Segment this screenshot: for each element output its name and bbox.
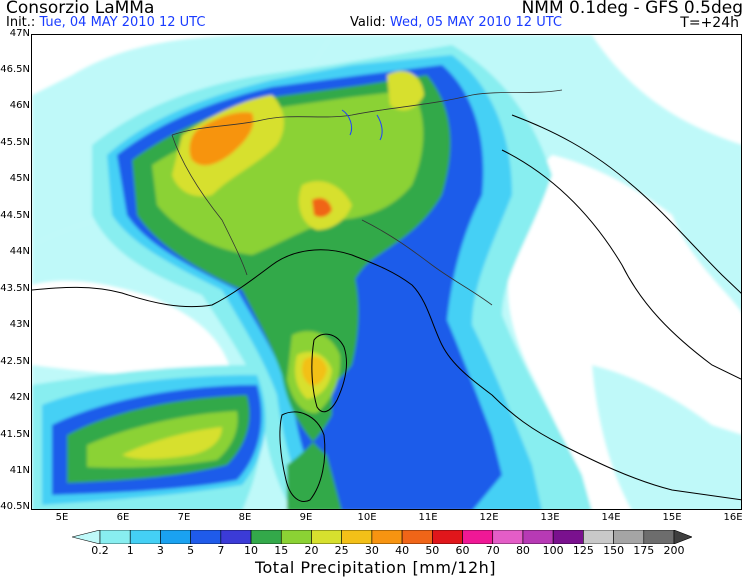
init-value: Tue, 04 MAY 2010 12 UTC: [39, 15, 206, 30]
colorbar-title: Total Precipitation [mm/12h]: [254, 558, 497, 577]
lat-label-44n: 44N: [9, 246, 30, 257]
colorbar-tick-label: 150: [603, 544, 625, 557]
lon-label-12e: 12E: [479, 512, 499, 523]
colorbar-tick-label: 60: [455, 544, 470, 557]
colorbar-swatch: [72, 530, 101, 544]
lat-label-44.5n: 44.5N: [0, 210, 30, 221]
colorbar-tick-label: 10: [244, 544, 259, 557]
colorbar-swatch: [432, 530, 463, 544]
lat-label-45.5n: 45.5N: [0, 137, 30, 148]
colorbar-swatch: [552, 530, 584, 544]
valid-value: Wed, 05 MAY 2010 12 UTC: [389, 15, 562, 30]
lon-label-13e: 13E: [540, 512, 560, 523]
colorbar-tick-label: 20: [304, 544, 319, 557]
colorbar-tick-label: 40: [395, 544, 410, 557]
colorbar-tick-label: 15: [274, 544, 289, 557]
colorbar-swatch: [371, 530, 403, 544]
colorbar-swatch: [160, 530, 191, 544]
lat-label-41.5n: 41.5N: [0, 429, 30, 440]
borders: [171, 89, 563, 306]
lat-label-42.5n: 42.5N: [0, 356, 30, 367]
colorbar-swatch: [643, 530, 675, 544]
lat-label-40.5n: 40.5N: [0, 501, 30, 512]
lon-label-5e: 5E: [55, 512, 69, 523]
precipitation-map: [31, 34, 742, 510]
lead-time: T=+24h: [680, 15, 739, 31]
colorbar-swatch: [583, 530, 614, 544]
colorbar-tick-label: 30: [364, 544, 379, 557]
coastlines: [32, 114, 741, 502]
colorbar-tick-label: 175: [633, 544, 655, 557]
colorbar-swatch: [341, 530, 373, 544]
colorbar-swatch: [311, 530, 342, 544]
colorbar-tick-label: 100: [542, 544, 564, 557]
lat-label-47n: 47N: [9, 28, 30, 39]
colorbar-swatch: [99, 530, 131, 544]
model-label: NMM 0.1deg - GFS 0.5deg: [521, 0, 743, 18]
valid-time: Valid: Wed, 05 MAY 2010 12 UTC: [350, 15, 562, 30]
colorbar-tick-label: 125: [572, 544, 594, 557]
lon-label-9e: 9E: [299, 512, 313, 523]
colorbar-swatch: [190, 530, 222, 544]
lon-label-7e: 7E: [177, 512, 191, 523]
colorbar-swatch: [462, 530, 494, 544]
colorbar-tick-label: 5: [187, 544, 195, 557]
lakes: [341, 109, 383, 141]
lon-label-10e: 10E: [357, 512, 377, 523]
colorbar-swatch: [250, 530, 282, 544]
lat-label-46.5n: 46.5N: [0, 64, 30, 75]
colorbar-tick-label: 0.2: [91, 544, 109, 557]
colorbar-swatch: [492, 530, 524, 544]
lon-label-16e: 16E: [723, 512, 743, 523]
colorbar-tick-label: 200: [663, 544, 685, 557]
colorbar-swatch: [280, 530, 312, 544]
lon-label-8e: 8E: [238, 512, 252, 523]
lon-label-6e: 6E: [116, 512, 130, 523]
colorbar-tick-label: 50: [425, 544, 440, 557]
colorbar-tick-label: 25: [334, 544, 349, 557]
colorbar-tick-label: 1: [126, 544, 134, 557]
lon-label-15e: 15E: [662, 512, 682, 523]
lat-label-41n: 41N: [9, 465, 30, 476]
lat-label-43.5n: 43.5N: [0, 283, 30, 294]
colorbar-tick-label: 3: [156, 544, 164, 557]
lat-label-46n: 46N: [9, 100, 30, 111]
colorbar-swatch: [522, 530, 554, 544]
colorbar-swatch: [401, 530, 433, 544]
lon-label-11e: 11E: [418, 512, 438, 523]
colorbar: [72, 530, 692, 544]
colorbar-swatch: [220, 530, 252, 544]
lat-label-42n: 42N: [9, 392, 30, 403]
colorbar-tick-label: 7: [217, 544, 225, 557]
colorbar-swatch: [673, 530, 692, 544]
init-label: Init.:: [6, 15, 36, 30]
lat-label-45n: 45N: [9, 173, 30, 184]
colorbar-swatch: [129, 530, 161, 544]
lon-label-14e: 14E: [601, 512, 621, 523]
map-svg: [32, 35, 741, 509]
colorbar-tick-label: 80: [515, 544, 530, 557]
init-time: Init.: Tue, 04 MAY 2010 12 UTC: [6, 15, 205, 30]
chart-title: Consorzio LaMMa: [6, 0, 155, 18]
colorbar-tick-label: 70: [485, 544, 500, 557]
lat-label-43n: 43N: [9, 319, 30, 330]
valid-label: Valid:: [350, 15, 386, 30]
colorbar-swatch: [613, 530, 645, 544]
